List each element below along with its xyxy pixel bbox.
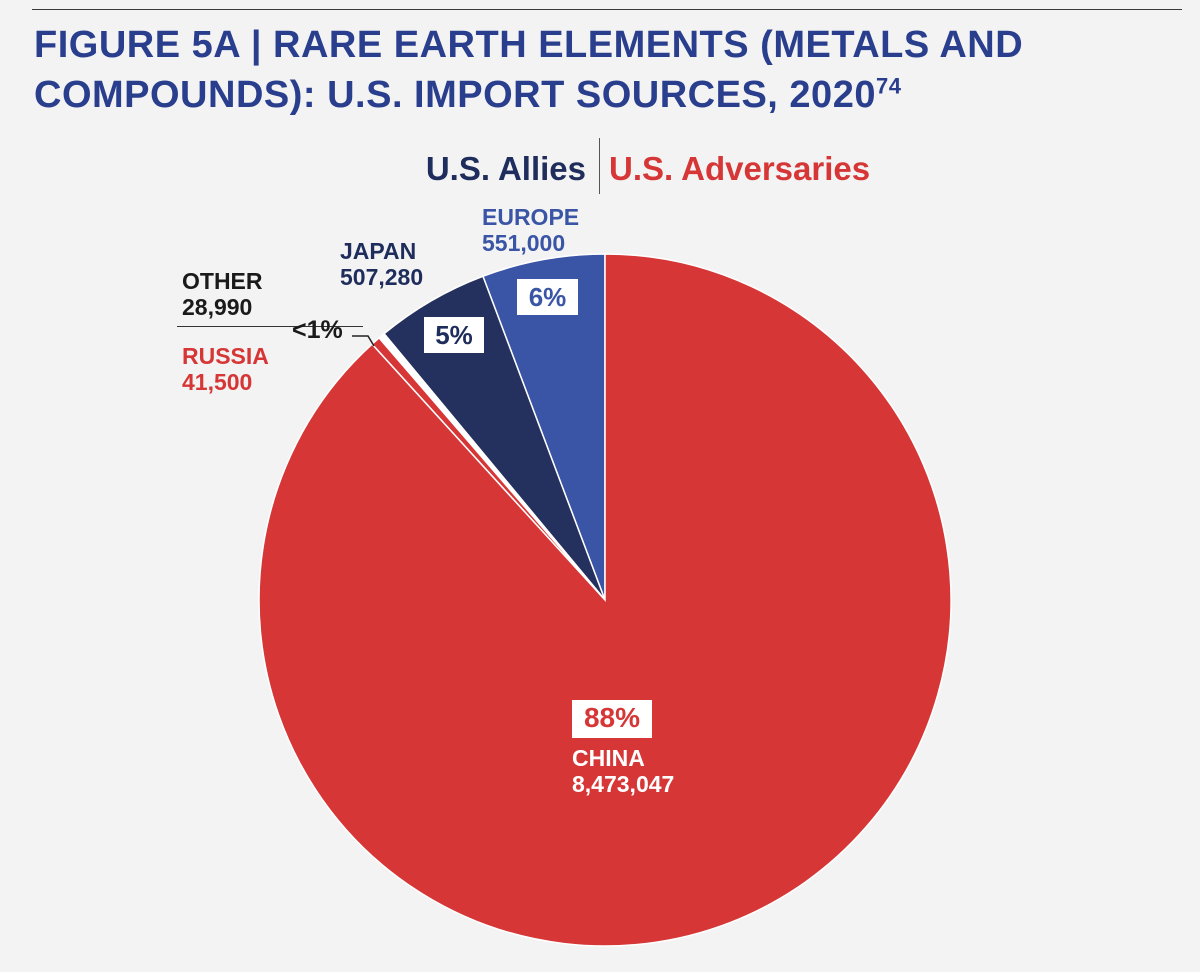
label-japan: JAPAN 507,280 [340,238,423,290]
legend-allies: U.S. Allies [425,150,586,187]
percent-japan: 5% [424,317,484,353]
label-europe-value: 551,000 [482,230,566,256]
label-china: CHINA 8,473,047 [572,745,674,797]
label-other-name: OTHER [182,268,263,294]
label-japan-value: 507,280 [340,264,424,290]
label-china-name: CHINA [572,745,645,771]
label-russia-name: RUSSIA [182,343,269,369]
legend-adversaries: U.S. Adversaries [609,150,871,187]
pie-slice-europe [481,253,606,601]
small-slices-percent: <1% [292,316,343,344]
footnote-ref: 74 [875,73,902,99]
figure-title-text: FIGURE 5A | RARE EARTH ELEMENTS (METALS … [34,24,1024,116]
legend-divider [599,138,600,194]
label-europe: EUROPE 551,000 [482,204,579,256]
pie-slice-china [258,253,952,947]
pie-slices [258,253,952,947]
figure-title: FIGURE 5A | RARE EARTH ELEMENTS (METALS … [34,20,1184,120]
label-other-value: 28,990 [182,294,253,320]
percent-china: 88% [572,700,652,738]
label-russia: RUSSIA 41,500 [182,343,269,395]
label-europe-name: EUROPE [482,204,580,230]
top-rule [32,9,1182,10]
small-slices-leader-line [352,335,375,347]
percent-europe: 6% [517,279,578,315]
label-other: OTHER 28,990 [182,268,263,320]
label-russia-value: 41,500 [182,369,253,395]
label-china-value: 8,473,047 [572,771,675,797]
other-russia-divider [177,326,363,327]
label-japan-name: JAPAN [340,238,417,264]
legend: U.S. Allies U.S. Adversaries [0,138,1200,194]
